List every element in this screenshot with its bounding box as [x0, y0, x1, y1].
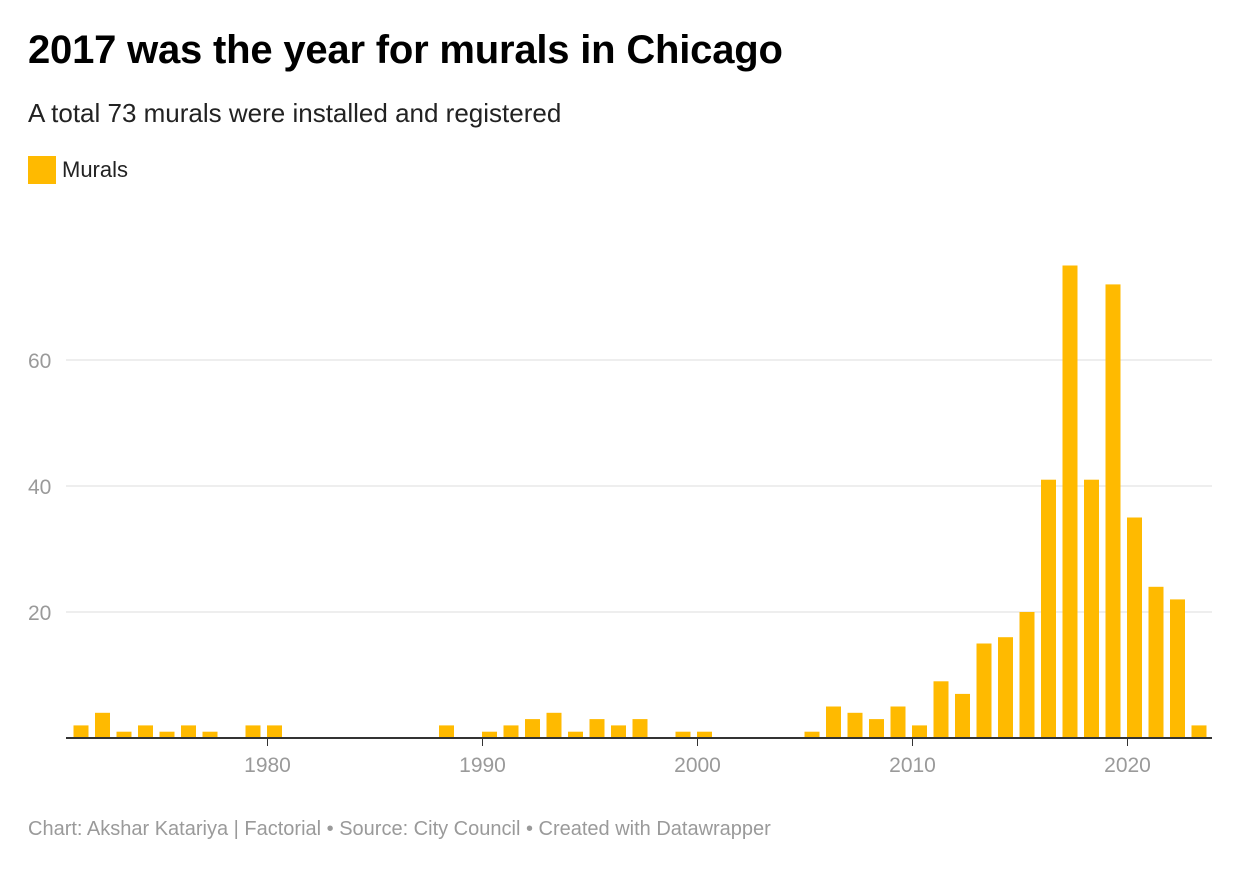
- bar-2016: [1041, 479, 1056, 738]
- bar-2006: [826, 706, 841, 738]
- y-tick-label-20: 20: [28, 602, 51, 625]
- bar-1973: [116, 731, 132, 738]
- bar-1991: [503, 725, 519, 738]
- bar-2023: [1191, 725, 1207, 738]
- x-axis-ticks: 1980 1990 2000 2010 2020: [244, 738, 1151, 777]
- bar-1990: [482, 731, 497, 738]
- x-tick-label-2020: 2020: [1104, 754, 1151, 777]
- legend: Murals: [28, 156, 128, 184]
- bar-1977: [202, 731, 218, 738]
- legend-label-murals: Murals: [62, 157, 129, 182]
- bar-2021: [1148, 586, 1164, 738]
- bar-1972: [95, 712, 110, 738]
- bar-2008: [869, 719, 884, 738]
- y-tick-label-60: 60: [28, 350, 51, 373]
- bar-1980: [267, 725, 282, 738]
- x-tick-label-1980: 1980: [244, 754, 291, 777]
- bar-1999: [675, 731, 691, 738]
- bar-1979: [245, 725, 261, 738]
- bar-2014: [998, 637, 1013, 738]
- bar-2015: [1019, 612, 1035, 738]
- bar-1971: [73, 725, 89, 738]
- bars: [73, 265, 1207, 738]
- bar-2022: [1170, 599, 1185, 738]
- chart-title: 2017 was the year for murals in Chicago: [28, 28, 783, 72]
- bar-1997: [632, 719, 648, 738]
- bar-2005: [804, 731, 820, 738]
- x-tick-label-1990: 1990: [459, 754, 506, 777]
- chart-subtitle: A total 73 murals were installed and reg…: [28, 98, 562, 128]
- bar-2018: [1084, 479, 1099, 738]
- bar-1996: [611, 725, 626, 738]
- legend-swatch-murals: [28, 156, 56, 184]
- bar-2011: [933, 681, 949, 738]
- bar-1993: [546, 712, 562, 738]
- x-tick-label-2010: 2010: [889, 754, 936, 777]
- x-tick-label-2000: 2000: [674, 754, 721, 777]
- chart-footer-credits: Chart: Akshar Katariya | Factorial • Sou…: [28, 818, 771, 840]
- bar-2017: [1062, 265, 1078, 738]
- bar-2007: [847, 712, 863, 738]
- bar-1994: [568, 731, 583, 738]
- bar-2019: [1105, 284, 1121, 738]
- y-tick-label-40: 40: [28, 476, 51, 499]
- bar-1992: [525, 719, 540, 738]
- bar-1974: [138, 725, 153, 738]
- gridlines: [66, 359, 1212, 613]
- bar-2013: [976, 643, 992, 738]
- bar-1975: [159, 731, 175, 738]
- bar-2009: [890, 706, 906, 738]
- bar-1988: [439, 725, 454, 738]
- bar-1995: [589, 719, 605, 738]
- bar-2010: [912, 725, 927, 738]
- bar-2012: [955, 693, 970, 738]
- y-axis-labels: 20 40 60: [28, 350, 51, 625]
- bar-2020: [1127, 517, 1142, 738]
- bar-1976: [181, 725, 196, 738]
- bar-2000: [697, 731, 712, 738]
